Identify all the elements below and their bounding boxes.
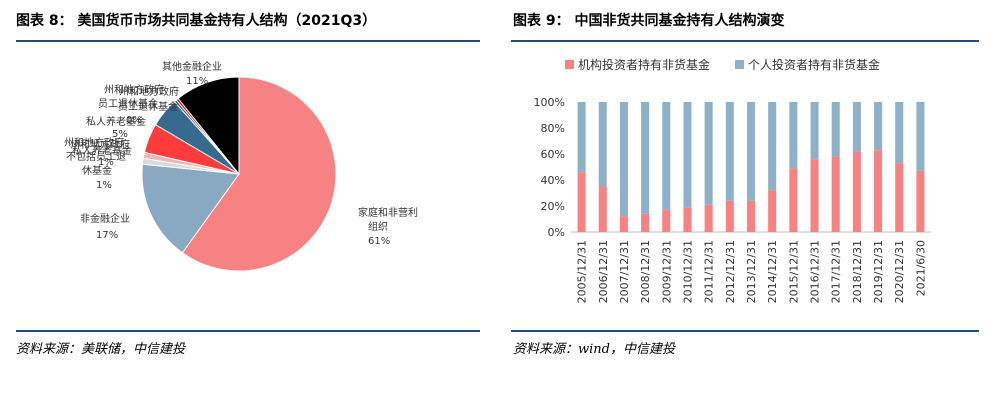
x-tick-label: 2008/12/31 [639, 240, 652, 303]
legend-swatch-individual [735, 60, 744, 69]
label-households-2: 组织 [368, 220, 388, 233]
y-tick-label: 40% [541, 174, 565, 187]
x-tick-label: 2020/12/31 [893, 240, 906, 303]
legend-label-institutional: 机构投资者持有非货基金 [578, 57, 710, 72]
x-tick-label: 2021/6/30 [914, 240, 927, 296]
y-tick-label: 20% [541, 200, 565, 213]
left-footer-rule [16, 330, 480, 332]
pie-chart: 家庭和非营利 组织 61% 非金融企业 17% 其他金融企业 11% 州和地方政… [64, 60, 418, 272]
x-tick-label: 2014/12/31 [766, 240, 779, 303]
bar-segment-individual [768, 102, 777, 191]
label-state-local-2: 员工退休基金 [98, 97, 158, 110]
bar-segment-individual [704, 102, 713, 205]
left-chart-title: 图表 8： 美国货币市场共同基金持有人结构（2021Q3） [16, 13, 377, 29]
bar-segment-institutional [577, 172, 586, 232]
bar-segment-institutional [810, 159, 819, 232]
bar-segment-institutional [683, 207, 692, 232]
left-chart-panel: 图表 8： 美国货币市场共同基金持有人结构（2021Q3） 家庭和非营利 组织 … [0, 0, 488, 418]
bar-segment-individual [810, 102, 819, 160]
legend-swatch-institutional [565, 60, 574, 69]
bar-segment-institutional [704, 204, 713, 232]
bar-segment-institutional [598, 186, 607, 232]
y-tick-label: 100% [534, 96, 565, 109]
bar-segment-individual [598, 102, 607, 187]
bar-segment-individual [831, 102, 840, 157]
x-tick-label: 2005/12/31 [576, 240, 589, 303]
bar-segment-individual [683, 102, 692, 208]
label-households-1: 家庭和非营利 [358, 206, 418, 219]
bar-segment-individual [789, 102, 798, 169]
x-tick-label: 2011/12/31 [703, 240, 716, 303]
right-chart-title: 图表 9： 中国非货共同基金持有人结构演变 [513, 13, 785, 29]
bar-segment-institutional [895, 163, 904, 232]
x-tick-label: 2009/12/31 [660, 240, 673, 303]
y-tick-label: 60% [541, 148, 565, 161]
x-tick-label: 2018/12/31 [851, 240, 864, 303]
left-title-rule [16, 40, 480, 42]
pie-slice-0 [181, 76, 337, 272]
y-tick-label: 0% [548, 226, 565, 239]
label-state-local2-pct-b: 1% [96, 180, 112, 191]
legend: 机构投资者持有非货基金 个人投资者持有非货基金 [565, 57, 880, 72]
label-private-pension: 私人养老基金 [86, 115, 146, 128]
bar-segment-institutional [789, 168, 798, 232]
bar-segment-individual [662, 102, 671, 210]
x-tick-label: 2007/12/31 [618, 240, 631, 303]
bar-segment-individual [852, 102, 861, 152]
x-tick-label: 2015/12/31 [787, 240, 800, 303]
bar-segment-institutional [831, 156, 840, 232]
label-state-local2-overlap-1: 州和地方政府 [64, 136, 124, 149]
bar-segment-individual [746, 102, 756, 201]
bar-segment-individual [619, 102, 628, 217]
bar-segment-institutional [874, 150, 883, 232]
label-nonfin-pct: 17% [96, 230, 118, 241]
bar-segment-institutional [746, 200, 756, 232]
x-tick-label: 2012/12/31 [724, 240, 737, 303]
label-state-local2-1: 州和地方政府 [70, 138, 130, 151]
bar-segment-individual [916, 102, 925, 171]
bar-segment-institutional [768, 190, 777, 232]
label-state-local2-2: 不包括员工退 [66, 150, 126, 163]
bar-segment-institutional [619, 216, 628, 232]
label-state-local-overlap-2: 员工退休基金 [118, 100, 178, 113]
right-title-rule [511, 40, 979, 42]
x-tick-label: 2019/12/31 [872, 240, 885, 303]
label-state-local-1: 州和地方政府 [104, 83, 164, 96]
bar-segment-institutional [916, 170, 925, 232]
pie-slice-8 [177, 76, 240, 176]
label-other-fin-pct: 11% [186, 76, 208, 87]
x-tick-label: 2006/12/31 [597, 240, 610, 303]
bar-segment-institutional [662, 209, 671, 232]
bar-segment-individual [895, 102, 904, 164]
stacked-bar-chart: 机构投资者持有非货基金 个人投资者持有非货基金 0% 20% 40% 60% 80% 10… [534, 57, 931, 303]
left-source-note: 资料来源：美联储，中信建投 [16, 342, 186, 357]
label-other-fin: 其他金融企业 [162, 60, 222, 73]
x-tick-label: 2013/12/31 [745, 240, 758, 303]
label-households-pct: 61% [368, 236, 390, 247]
bar-segment-institutional [641, 213, 650, 232]
pie-slice-1 [141, 163, 240, 254]
x-tick-label: 2016/12/31 [809, 240, 822, 303]
bar-segment-institutional [852, 151, 861, 232]
label-private-pension-pct: 5% [112, 129, 128, 140]
label-nonfin: 非金融企业 [80, 212, 130, 225]
label-state-local2-overlap-2: 私人养老基金 [72, 144, 132, 157]
bar-segment-individual [641, 102, 650, 214]
right-chart-panel: 图表 9： 中国非货共同基金持有人结构演变 机构投资者持有非货基金 个人投资者持… [511, 0, 1003, 418]
right-footer-rule [511, 330, 979, 332]
x-tick-label: 2017/12/31 [830, 240, 843, 303]
label-state-local2-pct-a: 1% [98, 157, 114, 168]
bar-segment-institutional [725, 200, 734, 232]
label-state-local-overlap-1: 州和地方政府 [119, 85, 179, 98]
y-tick-label: 80% [541, 122, 565, 135]
bar-segment-individual [725, 102, 734, 201]
bar-segment-individual [577, 102, 586, 173]
bar-segment-individual [874, 102, 883, 151]
label-state-local2-3: 休基金 [82, 164, 112, 177]
x-tick-label: 2010/12/31 [681, 240, 694, 303]
legend-label-individual: 个人投资者持有非货基金 [748, 57, 880, 72]
right-source-note: 资料来源：wind，中信建投 [513, 342, 675, 357]
label-state-local-pct: 0% [126, 115, 142, 126]
